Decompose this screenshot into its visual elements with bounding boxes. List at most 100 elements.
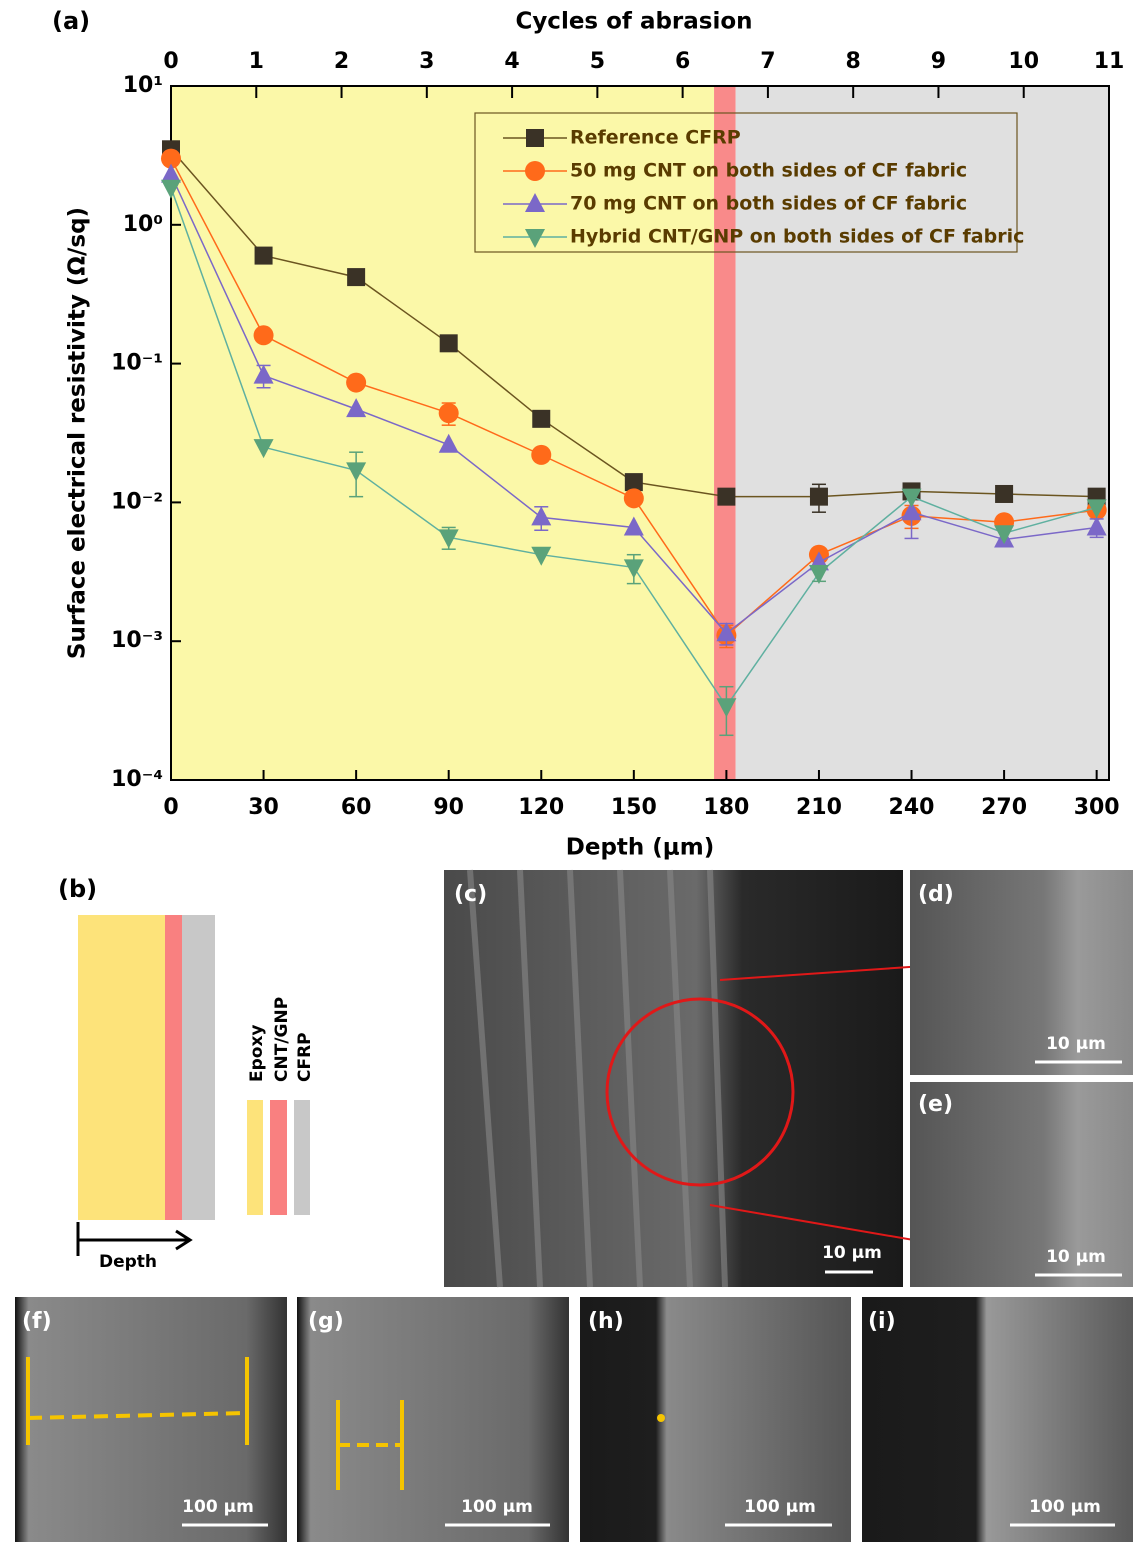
marker	[438, 403, 459, 424]
panel-label: (i)	[868, 1309, 896, 1334]
marker	[624, 473, 643, 492]
y-tick-label: 10⁰	[123, 212, 163, 237]
x2-tick-label: 6	[675, 49, 690, 74]
panel-label: (h)	[588, 1309, 624, 1334]
panel-label: (f)	[22, 1309, 52, 1334]
sem-image	[910, 1082, 1133, 1287]
marker	[531, 506, 552, 526]
layer-label: CFRP	[295, 1032, 315, 1082]
scale-bar-label: 100 μm	[1029, 1497, 1101, 1517]
scale-bar-label: 10 μm	[822, 1243, 882, 1263]
layer-label: Epoxy	[247, 1024, 267, 1082]
x-tick-label: 90	[433, 795, 464, 820]
x2-tick-label: 10	[1008, 49, 1039, 74]
marker	[254, 246, 273, 265]
legend-swatch	[294, 1100, 310, 1215]
x-tick-label: 120	[518, 795, 564, 820]
fibers	[467, 869, 728, 1288]
marker	[347, 268, 366, 287]
marker	[439, 334, 458, 353]
y-tick-label: 10⁻²	[111, 489, 163, 514]
sem-images: (c) 10 μm (d) 10 μm (e) 10 μm	[444, 869, 1133, 1288]
marker	[623, 488, 644, 509]
x2-tick-label: 0	[163, 49, 178, 74]
panel-label: (a)	[52, 7, 90, 35]
thickness-marker	[336, 1400, 404, 1490]
x-tick-label: 180	[703, 795, 749, 820]
marker	[161, 148, 181, 169]
layer-label: CNT/GNP	[272, 997, 292, 1082]
marker	[161, 163, 181, 183]
marker	[253, 439, 274, 459]
x2-axis-title: Cycles of abrasion	[515, 9, 752, 35]
cnt-layer	[165, 915, 182, 1220]
panel-label: (e)	[918, 1092, 953, 1117]
legend-marker	[525, 193, 545, 212]
panel-label: (d)	[918, 882, 954, 907]
legend-swatch	[270, 1100, 287, 1215]
marker	[346, 398, 367, 418]
x-axis-title: Depth (μm)	[566, 835, 714, 861]
sem-image	[910, 870, 1133, 1075]
legend-label: 70 mg CNT on both sides of CF fabric	[570, 193, 967, 215]
epoxy-layer	[78, 915, 165, 1220]
legend-label: Reference CFRP	[570, 127, 741, 149]
shaded-region	[171, 86, 715, 780]
legend-box	[474, 112, 1018, 253]
marker	[253, 364, 274, 384]
thickness-marker	[657, 1414, 665, 1422]
y-tick-label: 10¹	[123, 73, 163, 98]
y-axis-title: Surface electrical resistivity (Ω/sq)	[65, 207, 91, 659]
marker	[901, 488, 922, 508]
marker	[995, 484, 1014, 503]
marker	[716, 622, 737, 642]
x-tick-label: 0	[163, 795, 178, 820]
marker	[623, 516, 644, 536]
marker	[346, 462, 367, 482]
panel-label: (g)	[308, 1309, 344, 1334]
x-tick-label: 270	[981, 795, 1027, 820]
y-tick-label: 10⁻⁴	[111, 767, 163, 792]
x2-tick-label: 3	[419, 49, 434, 74]
x2-tick-label: 9	[931, 49, 946, 74]
y-tick-label: 10⁻³	[111, 628, 163, 653]
schematic: (b) Epoxy CNT/GNP CFRP Depth	[58, 875, 315, 1272]
scale-bar-label: 100 μm	[182, 1497, 254, 1517]
thickness-marker	[26, 1357, 249, 1445]
x-tick-label: 210	[796, 795, 842, 820]
marker	[161, 179, 181, 199]
marker	[531, 546, 552, 566]
marker	[717, 487, 736, 506]
marker	[994, 525, 1015, 545]
sem-image	[862, 1297, 1133, 1542]
legend-label: Hybrid CNT/GNP on both sides of CF fabri…	[570, 226, 1024, 248]
sem-image	[15, 1297, 287, 1542]
panel-label: (c)	[454, 882, 487, 907]
marker	[1086, 499, 1107, 519]
scale-bar-label: 10 μm	[1046, 1247, 1106, 1267]
chart: 0 30 60 90 120 150 180 210 240 270 300 0 1 2 3 4 5 6 7 8 9 10…	[111, 49, 1124, 820]
marker	[809, 487, 828, 506]
legend-swatch	[247, 1100, 263, 1215]
marker	[346, 372, 367, 393]
sem-image	[580, 1297, 851, 1542]
shaded-region	[735, 86, 1109, 780]
legend-marker	[525, 161, 545, 181]
marker	[438, 529, 459, 549]
marker	[716, 698, 737, 718]
marker	[438, 433, 459, 453]
cfrp-layer	[182, 915, 215, 1220]
x2-tick-label: 7	[760, 49, 775, 74]
marker	[532, 409, 551, 428]
legend: Reference CFRP 50 mg CNT on both sides of…	[474, 112, 1024, 253]
marker	[808, 564, 829, 584]
panel-label: (b)	[58, 875, 97, 903]
x2-tick-label: 2	[334, 49, 349, 74]
depth-label: Depth	[99, 1252, 157, 1272]
x-tick-label: 240	[889, 795, 935, 820]
marker	[901, 501, 922, 521]
x2-tick-label: 4	[504, 49, 519, 74]
x2-tick-label: 1	[249, 49, 264, 74]
x-tick-label: 300	[1074, 795, 1120, 820]
